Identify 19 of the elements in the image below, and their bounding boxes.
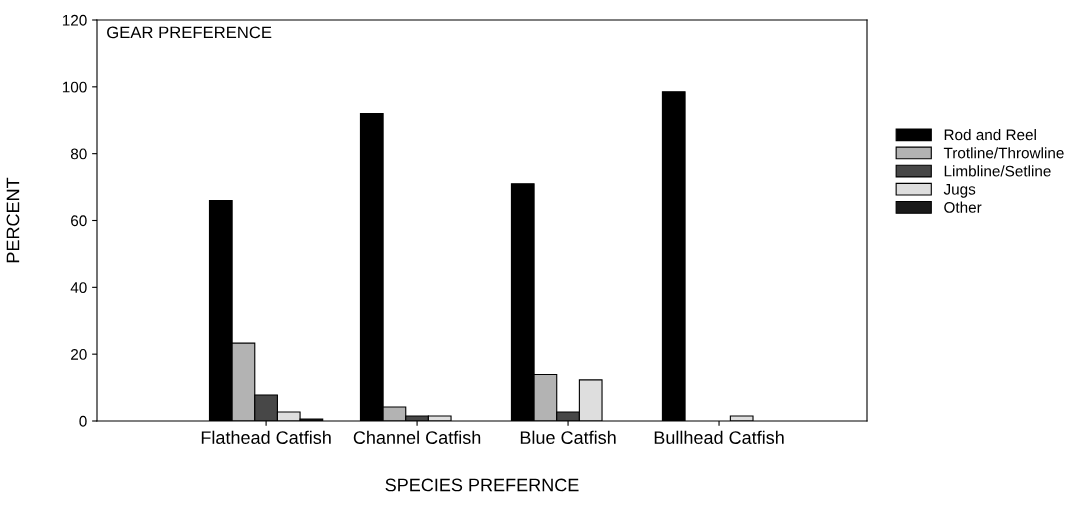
y-tick-label: 80 <box>70 148 87 160</box>
x-tick-label: Flathead Catfish <box>201 430 331 444</box>
legend-label: Trotline/Throwline <box>943 147 1064 159</box>
legend-label: Other <box>944 201 982 213</box>
chart-title: GEAR PREFERENCE <box>107 26 272 39</box>
x-tick-label: Channel Catfish <box>353 430 481 444</box>
y-tick-label: 120 <box>62 14 87 26</box>
y-tick-label: 40 <box>70 282 87 294</box>
y-tick-label: 100 <box>62 81 87 93</box>
x-tick-label: Blue Catfish <box>520 430 616 444</box>
legend-label: Limbline/Setline <box>944 165 1051 177</box>
x-tick-label: Bullhead Catfish <box>654 430 784 444</box>
y-axis-title: PERCENT <box>6 177 20 263</box>
y-tick-label: 0 <box>79 415 87 427</box>
y-tick-label: 60 <box>71 215 87 227</box>
y-tick-label: 20 <box>71 349 87 360</box>
legend-label: Jugs <box>943 184 976 198</box>
x-axis-title: SPECIES PREFERNCE <box>385 478 579 492</box>
legend-label: Rod and Reel <box>944 129 1036 141</box>
